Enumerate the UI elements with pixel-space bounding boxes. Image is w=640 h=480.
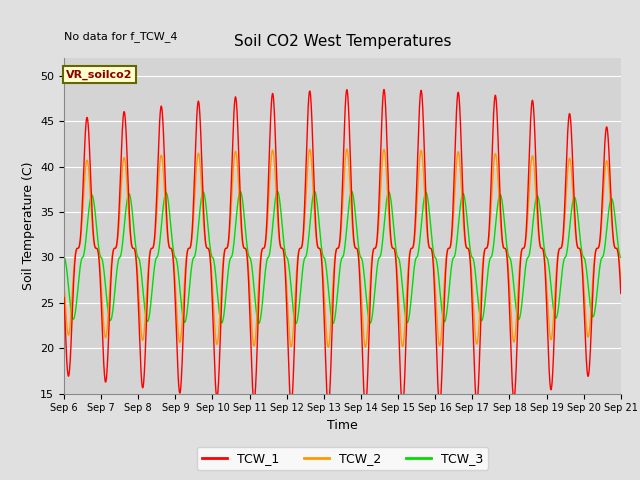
Y-axis label: Soil Temperature (C): Soil Temperature (C) xyxy=(22,161,35,290)
TCW_2 xyxy=(324,345,332,350)
TCW_2 xyxy=(298,245,305,251)
TCW_2 xyxy=(547,335,554,340)
TCW_1 xyxy=(124,163,131,169)
Text: VR_soilco2: VR_soilco2 xyxy=(66,70,132,80)
TCW_1 xyxy=(617,290,625,296)
TCW_3 xyxy=(124,195,131,201)
TCW_2 xyxy=(274,215,282,221)
TCW_3 xyxy=(292,321,300,326)
TCW_3 xyxy=(298,275,306,280)
TCW_1 xyxy=(547,384,554,389)
TCW_3 xyxy=(60,254,68,260)
TCW_3 xyxy=(547,276,554,281)
TCW_3 xyxy=(157,232,164,238)
TCW_1 xyxy=(157,107,164,112)
X-axis label: Time: Time xyxy=(327,419,358,432)
TCW_2 xyxy=(60,279,68,285)
TCW_3 xyxy=(606,199,614,204)
TCW_3 xyxy=(311,189,319,194)
Text: No data for f_TCW_4: No data for f_TCW_4 xyxy=(64,31,177,42)
TCW_2 xyxy=(343,146,351,152)
TCW_1 xyxy=(298,244,305,250)
TCW_1 xyxy=(274,198,282,204)
TCW_1 xyxy=(362,404,369,410)
TCW_3 xyxy=(274,189,282,194)
TCW_3 xyxy=(617,254,625,260)
Line: TCW_3: TCW_3 xyxy=(64,192,621,324)
Title: Soil CO2 West Temperatures: Soil CO2 West Temperatures xyxy=(234,35,451,49)
TCW_2 xyxy=(617,279,625,285)
TCW_1 xyxy=(606,178,614,183)
TCW_2 xyxy=(124,191,131,197)
Line: TCW_1: TCW_1 xyxy=(64,89,621,407)
TCW_1 xyxy=(60,295,68,300)
TCW_2 xyxy=(157,155,164,160)
TCW_2 xyxy=(606,196,614,202)
TCW_1 xyxy=(380,86,388,92)
Line: TCW_2: TCW_2 xyxy=(64,149,621,348)
Legend: TCW_1, TCW_2, TCW_3: TCW_1, TCW_2, TCW_3 xyxy=(196,447,488,470)
